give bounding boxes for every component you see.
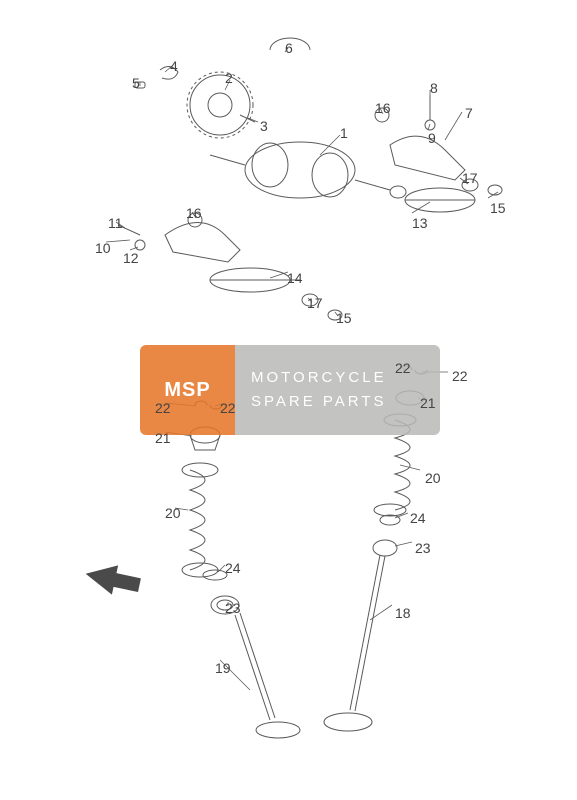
- parts-diagram: MSP MOTORCYCLE SPARE PARTS 1234567891011…: [0, 0, 577, 800]
- callout-3: 3: [260, 118, 268, 134]
- callout-15: 15: [490, 200, 506, 216]
- watermark-text: MOTORCYCLE SPARE PARTS: [235, 345, 440, 435]
- callout-24: 24: [410, 510, 426, 526]
- callout-2: 2: [225, 70, 233, 86]
- callout-16: 16: [375, 100, 391, 116]
- callout-20: 20: [425, 470, 441, 486]
- callout-24: 24: [225, 560, 241, 576]
- callout-11: 11: [108, 215, 123, 231]
- callout-23: 23: [225, 600, 241, 616]
- callout-21: 21: [420, 395, 436, 411]
- callout-10: 10: [95, 240, 111, 256]
- callout-5: 5: [132, 75, 140, 91]
- watermark: MSP MOTORCYCLE SPARE PARTS: [140, 345, 440, 435]
- callout-23: 23: [415, 540, 431, 556]
- callout-18: 18: [395, 605, 411, 621]
- callout-15: 15: [336, 310, 352, 326]
- callout-22: 22: [155, 400, 171, 416]
- callout-8: 8: [430, 80, 438, 96]
- callout-14: 14: [287, 270, 303, 286]
- callout-21: 21: [155, 430, 171, 446]
- callout-17: 17: [307, 295, 323, 311]
- callout-9: 9: [428, 130, 436, 146]
- callout-12: 12: [123, 250, 139, 266]
- watermark-line1: MOTORCYCLE: [251, 366, 440, 390]
- callout-7: 7: [465, 105, 473, 121]
- callout-20: 20: [165, 505, 181, 521]
- callout-6: 6: [285, 40, 293, 56]
- direction-arrow-icon: [80, 560, 150, 600]
- callout-17: 17: [462, 170, 478, 186]
- watermark-line2: SPARE PARTS: [251, 390, 440, 414]
- callout-22: 22: [220, 400, 236, 416]
- callout-16: 16: [186, 205, 202, 221]
- watermark-logo: MSP: [140, 345, 235, 435]
- callout-4: 4: [170, 58, 178, 74]
- callout-22: 22: [395, 360, 411, 376]
- callout-1: 1: [340, 125, 348, 141]
- callout-22: 22: [452, 368, 468, 384]
- callout-19: 19: [215, 660, 231, 676]
- callout-13: 13: [412, 215, 428, 231]
